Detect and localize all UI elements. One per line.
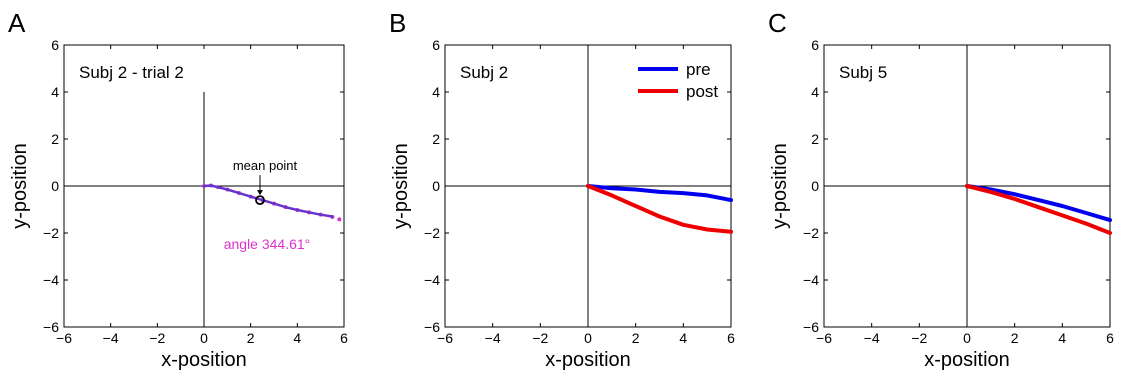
series-pre-line <box>586 184 733 203</box>
series-line <box>965 184 1112 223</box>
x-tick-label: 2 <box>632 330 640 346</box>
y-tick-label: −4 <box>803 272 819 288</box>
x-tick-label: 2 <box>247 330 255 346</box>
panel-letter: B <box>389 8 406 38</box>
series-line <box>965 184 1112 235</box>
y-tick-label: −4 <box>424 272 440 288</box>
y-tick-label: 4 <box>432 84 440 100</box>
y-tick-label: 0 <box>51 178 59 194</box>
panel-title: Subj 2 <box>460 63 508 82</box>
y-tick-label: 4 <box>811 84 819 100</box>
y-tick-label: −4 <box>43 272 59 288</box>
x-tick-label: 6 <box>340 330 348 346</box>
y-tick-label: −2 <box>424 225 440 241</box>
y-tick-label: 0 <box>432 178 440 194</box>
x-tick-label: −4 <box>485 330 501 346</box>
chart-panel-c: −6 −4 −2 0 2 4 6 −6 −4 −2 0 2 4 6 x-position y-position… <box>768 8 1114 371</box>
chart-panel-a: −6 −4 −2 0 2 4 6 −6 −4 −2 0 2 4 6 x-position y-position… <box>8 8 348 371</box>
x-axis-label: x-position <box>545 349 631 371</box>
series-post-line <box>586 184 733 234</box>
y-axis-label: y-position <box>9 143 31 229</box>
mean-point-arrowhead <box>257 190 263 196</box>
x-tick-label: 2 <box>1011 330 1019 346</box>
panel-letter: A <box>8 8 26 38</box>
x-tick-label: 4 <box>1058 330 1066 346</box>
legend: pre post <box>638 60 718 101</box>
y-axis-label: y-position <box>769 143 791 229</box>
x-tick-label: −2 <box>911 330 927 346</box>
y-tick-label: 0 <box>811 178 819 194</box>
x-tick-label: 6 <box>727 330 735 346</box>
x-tick-label: −4 <box>103 330 119 346</box>
panel-title: Subj 5 <box>839 63 887 82</box>
x-axis-label: x-position <box>924 349 1010 371</box>
legend-label: post <box>686 82 718 101</box>
x-tick-label: −2 <box>532 330 548 346</box>
x-tick-label: 4 <box>679 330 687 346</box>
x-tick-label: −4 <box>864 330 880 346</box>
x-tick-label: −6 <box>437 330 453 346</box>
y-tick-label: −6 <box>424 319 440 335</box>
x-tick-label: −2 <box>149 330 165 346</box>
x-axis-label: x-position <box>161 349 247 371</box>
y-tick-label: −6 <box>43 319 59 335</box>
angle-label: angle 344.61° <box>224 236 311 252</box>
y-tick-label: −6 <box>803 319 819 335</box>
y-tick-label: 6 <box>811 37 819 53</box>
x-tick-label: −6 <box>56 330 72 346</box>
x-tick-label: 0 <box>200 330 208 346</box>
x-tick-label: 4 <box>293 330 301 346</box>
data-point <box>337 217 342 222</box>
y-tick-label: −2 <box>43 225 59 241</box>
mean-point-marker <box>255 195 265 206</box>
x-tick-label: −6 <box>816 330 832 346</box>
y-tick-label: 6 <box>51 37 59 53</box>
x-tick-label: 0 <box>963 330 971 346</box>
panel-title: Subj 2 - trial 2 <box>79 63 184 82</box>
y-tick-label: 6 <box>432 37 440 53</box>
y-tick-label: 2 <box>51 131 59 147</box>
y-tick-label: 4 <box>51 84 59 100</box>
y-tick-label: −2 <box>803 225 819 241</box>
legend-label: pre <box>686 60 711 79</box>
x-tick-label: 6 <box>1106 330 1114 346</box>
mean-point-label: mean point <box>233 158 298 173</box>
panel-letter: C <box>768 8 787 38</box>
series-line <box>202 184 334 218</box>
y-tick-label: 2 <box>432 131 440 147</box>
x-tick-label: 0 <box>584 330 592 346</box>
y-axis-label: y-position <box>390 143 412 229</box>
chart-panel-b: −6 −4 −2 0 2 4 6 −6 −4 −2 0 2 4 6 x-position y-position… <box>389 8 735 371</box>
y-tick-label: 2 <box>811 131 819 147</box>
